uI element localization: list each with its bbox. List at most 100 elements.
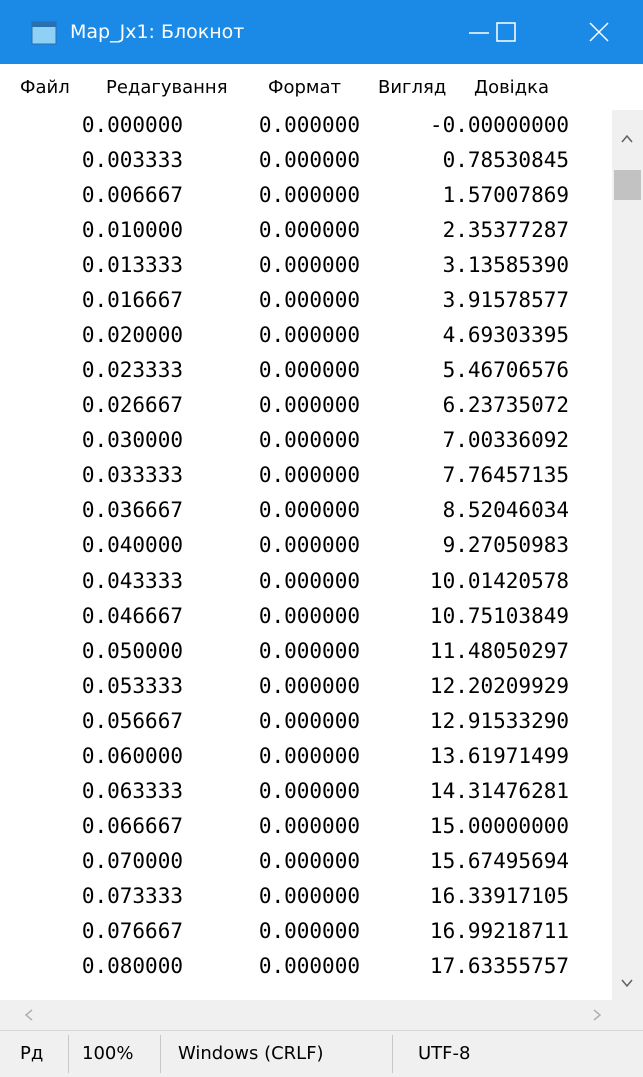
text-cell: 0.056667	[81, 708, 183, 733]
text-cell: 0.000000	[258, 743, 360, 768]
menu-item[interactable]: Редагування	[106, 77, 228, 98]
text-cell: 0.066667	[81, 813, 183, 838]
text-cell: 0.063333	[81, 778, 183, 803]
text-cell: 16.99218711	[429, 918, 569, 943]
text-cell: 0.006667	[81, 183, 183, 208]
hscroll-parts	[24, 1009, 602, 1021]
window-title: Map_Jx1: Блокнот	[70, 21, 245, 43]
text-cell: 0.070000	[81, 848, 183, 873]
text-cell: 10.75103849	[429, 603, 569, 628]
text-cell: 0.073333	[81, 883, 183, 908]
vertical-scrollbar[interactable]	[612, 110, 643, 1000]
text-cell: 0.053333	[81, 673, 183, 698]
text-cell: 3.91578577	[442, 288, 569, 313]
text-cell: 0.000000	[258, 323, 360, 348]
text-cell: 0.046667	[81, 603, 183, 628]
text-cell: 4.69303395	[442, 323, 569, 348]
text-cell: 0.030000	[81, 428, 183, 453]
text-cell: 6.23735072	[442, 393, 569, 418]
status-item: Рд	[20, 1043, 44, 1064]
menu-bar: Файл Редагування Формат Вигляд Довідка	[0, 64, 643, 110]
text-cell: 0.000000	[258, 568, 360, 593]
status-item: UTF-8	[418, 1043, 471, 1064]
text-cell: 3.13585390	[442, 253, 569, 278]
menu-item[interactable]: Вигляд	[378, 77, 447, 98]
status-separator	[68, 1035, 69, 1073]
window-controls	[469, 22, 609, 42]
text-cell: 12.20209929	[429, 673, 569, 698]
text-cell: 0.000000	[258, 358, 360, 383]
text-cell: 0.000000	[258, 218, 360, 243]
text-cell: 2.35377287	[442, 218, 569, 243]
horizontal-scrollbar[interactable]	[0, 1000, 612, 1030]
text-cell: 0.003333	[81, 148, 183, 173]
text-cell: 0.020000	[81, 323, 183, 348]
text-cell: 0.000000	[258, 253, 360, 278]
text-cell: 0.000000	[258, 183, 360, 208]
maximize-button[interactable]	[496, 22, 516, 42]
text-cell: 0.000000	[258, 113, 360, 137]
text-cell: 7.76457135	[442, 463, 569, 488]
text-cell: 0.040000	[81, 533, 183, 558]
text-cell: 0.043333	[81, 568, 183, 593]
text-cell: 5.46706576	[442, 358, 569, 383]
scroll-corner	[612, 1000, 643, 1030]
text-cell: 0.000000	[258, 848, 360, 873]
text-cell: 0.080000	[81, 953, 183, 978]
text-cell: 17.63355757	[429, 953, 569, 978]
text-cell: 0.000000	[258, 638, 360, 663]
text-cell: 0.023333	[81, 358, 183, 383]
status-separator	[392, 1035, 393, 1073]
text-cell: 10.01420578	[429, 568, 569, 593]
text-cell: 7.00336092	[442, 428, 569, 453]
status-item: 100%	[82, 1043, 134, 1064]
text-cell: 0.000000	[258, 813, 360, 838]
text-cell: 0.000000	[258, 498, 360, 523]
text-cell: 0.000000	[258, 708, 360, 733]
text-cell: 0.016667	[81, 288, 183, 313]
text-cell: 16.33917105	[429, 883, 569, 908]
text-cell: 11.48050297	[429, 638, 569, 663]
text-cell: 9.27050983	[442, 533, 569, 558]
menu-item[interactable]: Довідка	[474, 77, 550, 98]
text-cell: 13.61971499	[429, 743, 569, 768]
text-cell: 14.31476281	[429, 778, 569, 803]
text-cell: 0.000000	[258, 148, 360, 173]
text-cell: 0.000000	[81, 113, 183, 137]
vscroll-parts	[614, 134, 641, 988]
text-cell: 0.000000	[258, 463, 360, 488]
close-button[interactable]	[589, 22, 609, 42]
status-bar: Рд 100% Windows (CRLF) UTF-8	[0, 1030, 643, 1077]
menu-item[interactable]: Файл	[20, 77, 70, 98]
text-cell: 0.060000	[81, 743, 183, 768]
text-cell: 0.013333	[81, 253, 183, 278]
text-area: 0.000000 0.000000 -0.00000000 0.003333 0.000…	[0, 110, 612, 1000]
text-cell: 0.000000	[258, 533, 360, 558]
text-cell: 0.000000	[258, 393, 360, 418]
title-bar: Map_Jx1: Блокнот	[0, 0, 643, 64]
text-cell: 0.000000	[258, 918, 360, 943]
text-cell: -0.00000000	[429, 113, 569, 137]
text-cell: 0.000000	[258, 883, 360, 908]
text-cell: 12.91533290	[429, 708, 569, 733]
status-separator	[160, 1035, 161, 1073]
text-cell: 0.026667	[81, 393, 183, 418]
text-cell: 8.52046034	[442, 498, 569, 523]
text-cell: 0.033333	[81, 463, 183, 488]
text-cell: 0.78530845	[442, 148, 569, 173]
text-cell: 15.00000000	[429, 813, 569, 838]
text-cell: 0.050000	[81, 638, 183, 663]
text-cell: 1.57007869	[442, 183, 569, 208]
text-cell: 0.010000	[81, 218, 183, 243]
text-cell: 0.000000	[258, 778, 360, 803]
text-cell: 0.000000	[258, 428, 360, 453]
text-cell: 0.036667	[81, 498, 183, 523]
text-cell: 0.076667	[81, 918, 183, 943]
app-icon	[31, 21, 57, 45]
menu-item[interactable]: Формат	[268, 77, 342, 98]
text-cell: 0.000000	[258, 673, 360, 698]
status-item: Windows (CRLF)	[178, 1043, 324, 1064]
text-cell: 0.000000	[258, 288, 360, 313]
text-cell: 15.67495694	[429, 848, 569, 873]
